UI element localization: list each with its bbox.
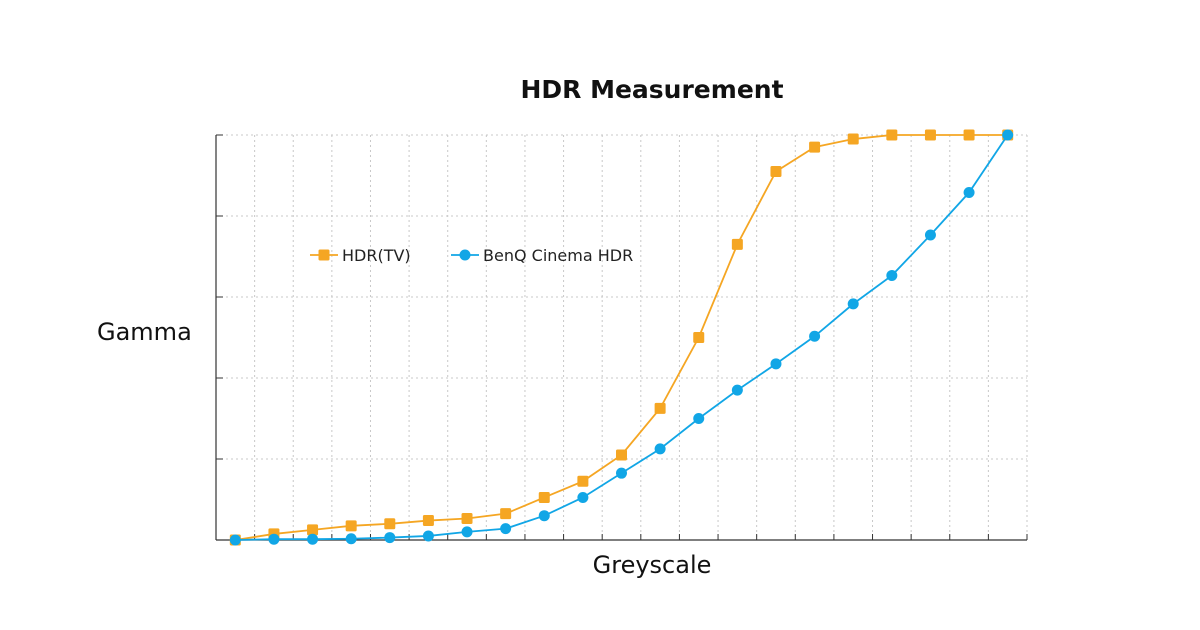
data-point [731,384,743,396]
data-point [577,491,589,503]
legend-marker [459,249,471,261]
data-point [809,330,821,342]
data-point [307,524,319,536]
data-point [538,491,550,503]
data-point [345,520,357,532]
legend-item: HDR(TV) [310,246,411,265]
data-point [693,413,705,424]
series-line [235,134,1008,541]
data-point [616,449,627,461]
data-point [963,129,975,141]
series-hdr-tv [229,129,1014,546]
data-point [654,443,666,455]
data-point [461,526,473,538]
y-axis-label: Gamma [97,318,192,346]
data-point [500,523,512,535]
data-point [1002,129,1014,141]
data-point [770,358,782,370]
data-point [384,532,396,544]
data-point [654,402,666,414]
series-line [235,134,1009,541]
data-point [809,141,821,153]
chart-title: HDR Measurement [520,75,783,104]
data-point [538,510,550,522]
legend: HDR(TV) BenQ Cinema HDR [310,246,633,265]
data-point [422,515,434,527]
data-point [731,238,743,250]
legend-label: HDR(TV) [342,246,411,265]
legend-label: BenQ Cinema HDR [483,246,633,265]
x-axis-label: Greyscale [593,551,712,579]
data-point [886,129,898,141]
data-point [268,533,280,545]
data-point [847,133,859,145]
data-point [307,533,319,545]
data-point [500,508,512,520]
legend-marker [318,249,330,261]
data-point [616,467,627,479]
data-point [924,229,936,241]
data-point [345,533,357,545]
series-layer [229,129,1014,546]
data-point [963,187,975,199]
data-point [847,298,859,310]
data-point [384,518,396,530]
data-point [693,332,705,343]
data-point [461,513,473,525]
data-point [577,475,589,487]
grid-lines [216,134,1028,540]
data-point [886,270,898,282]
legend-item: BenQ Cinema HDR [451,246,633,265]
data-point [422,530,434,542]
data-point [770,165,782,177]
axes [215,134,1028,541]
data-point [229,534,241,546]
data-point [924,129,936,141]
series-benq-cinema-hdr [229,129,1014,546]
